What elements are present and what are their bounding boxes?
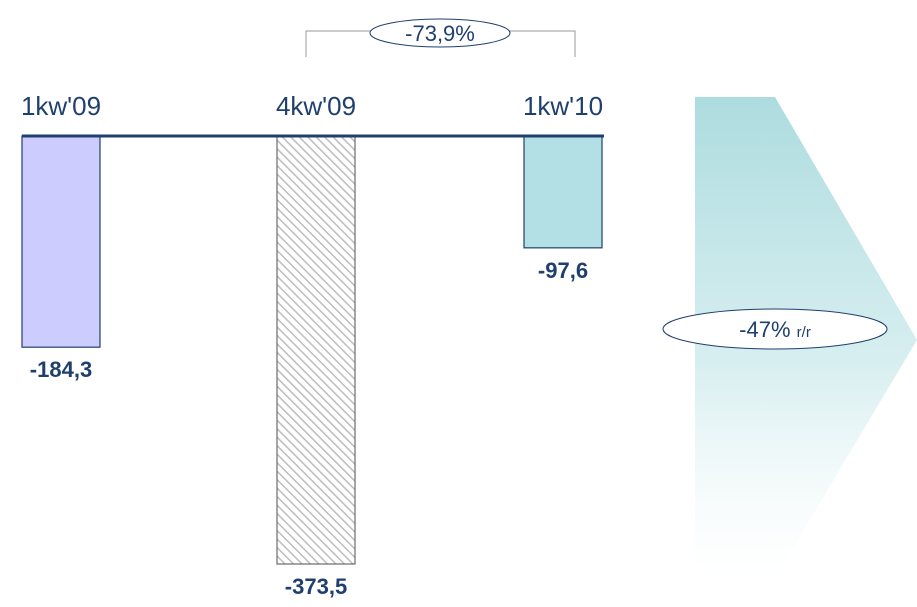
- yoy-label: -47% r/r: [739, 317, 811, 342]
- change-bracket-ellipse: [369, 18, 511, 48]
- change-bracket-label: -73,9%: [405, 21, 475, 46]
- bar-2: [276, 135, 356, 565]
- yoy-value: -47%: [739, 317, 790, 342]
- category-label-1: 1kw'09: [21, 91, 101, 121]
- value-label-2: -373,5: [285, 574, 347, 599]
- labels-layer: -184,3 1kw'09 -373,5 4kw'09 -97,6 1kw'10: [21, 91, 603, 599]
- category-label-3: 1kw'10: [523, 91, 603, 121]
- bar-3: [523, 135, 603, 249]
- change-bracket: -73,9%: [305, 18, 576, 57]
- value-label-3: -97,6: [538, 258, 588, 283]
- bars-layer: [21, 135, 603, 565]
- value-label-1: -184,3: [30, 357, 92, 382]
- category-label-2: 4kw'09: [276, 91, 356, 121]
- bar-1: [21, 135, 101, 348]
- yoy-suffix: r/r: [797, 324, 811, 341]
- yoy-annotation: -47% r/r: [662, 308, 888, 350]
- yoy-ellipse: [662, 308, 888, 350]
